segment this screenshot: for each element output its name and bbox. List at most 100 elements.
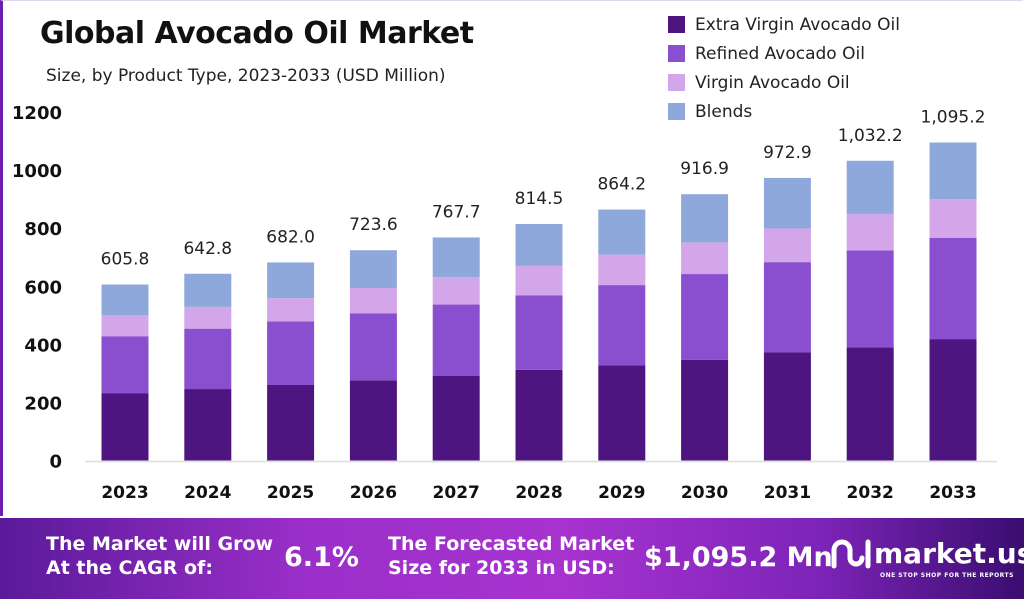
bar-total-label: 605.8 (101, 250, 150, 270)
chart-title: Global Avocado Oil Market (40, 16, 474, 51)
bar-segment-2033-2 (929, 199, 977, 238)
bar-total-label: 1,032.2 (838, 126, 903, 146)
bar-segment-2025-0 (267, 384, 315, 461)
y-tick-label: 0 (49, 452, 62, 473)
x-tick-label: 2026 (350, 483, 397, 503)
bar-segment-2025-2 (267, 298, 315, 322)
market-us-logo: market.us ONE STOP SHOP FOR THE REPORTS (830, 536, 1024, 579)
bar-segment-2028-2 (515, 265, 563, 296)
bar-total-label: 864.2 (597, 175, 646, 195)
bar-total-label: 682.0 (266, 227, 315, 247)
y-tick-label: 1200 (12, 103, 62, 124)
legend-label: Virgin Avocado Oil (695, 72, 850, 93)
bar-segment-2024-1 (184, 328, 232, 390)
bar-total-label: 814.5 (515, 189, 564, 209)
forecast-label: The Forecasted Market Size for 2033 in U… (388, 532, 634, 580)
bar-segment-2028-3 (515, 223, 563, 266)
cagr-label: The Market will Grow At the CAGR of: (46, 532, 273, 580)
bar-total-label: 1,095.2 (921, 107, 986, 127)
legend-swatch (668, 103, 685, 120)
bar-segment-2032-3 (846, 160, 894, 214)
bar-segment-2027-2 (432, 277, 480, 305)
legend-swatch (668, 16, 685, 33)
legend-swatch (668, 45, 685, 62)
bar-segment-2030-1 (681, 274, 729, 360)
legend-item-virgin: Virgin Avocado Oil (668, 68, 900, 97)
bar-segment-2031-2 (763, 228, 811, 263)
forecast-value: $1,095.2 Mn (644, 542, 833, 573)
bar-segment-2032-0 (846, 347, 894, 461)
bar-segment-2030-3 (681, 194, 729, 243)
bar-segment-2024-0 (184, 389, 232, 461)
bar-total-label: 916.9 (680, 159, 729, 179)
x-tick-label: 2024 (184, 483, 231, 503)
bar-segment-2025-1 (267, 321, 315, 385)
bar-segment-2027-3 (432, 237, 480, 278)
x-tick-label: 2033 (929, 483, 976, 503)
bar-segment-2024-2 (184, 306, 232, 329)
bar-segment-2023-0 (101, 393, 149, 461)
y-tick-label: 600 (24, 277, 62, 298)
bar-segment-2028-0 (515, 369, 563, 461)
bar-total-label: 723.6 (349, 215, 398, 235)
x-tick-label: 2023 (101, 483, 148, 503)
bar-segment-2029-2 (598, 254, 646, 286)
legend: Extra Virgin Avocado Oil Refined Avocado… (668, 10, 900, 126)
bar-segment-2023-3 (101, 284, 149, 316)
bar-segment-2027-1 (432, 304, 480, 376)
bar-segment-2031-3 (763, 177, 811, 229)
logo-mark-icon (831, 539, 871, 569)
bar-total-label: 767.7 (432, 202, 481, 222)
y-tick-label: 1000 (12, 161, 62, 182)
cagr-label-line1: The Market will Grow (46, 533, 274, 555)
bar-segment-2030-0 (681, 359, 729, 461)
forecast-label-line1: The Forecasted Market (388, 533, 635, 555)
bar-total-label: 642.8 (183, 239, 232, 259)
bar-segment-2023-1 (101, 336, 149, 394)
bar-segment-2024-3 (184, 273, 232, 307)
bar-segment-2033-3 (929, 142, 977, 200)
logo-name: market.us (874, 536, 1024, 570)
bar-segment-2026-3 (349, 250, 397, 288)
x-tick-label: 2028 (515, 483, 562, 503)
bar-segment-2026-0 (349, 380, 397, 461)
bar-segment-2027-0 (432, 375, 480, 461)
legend-item-blends: Blends (668, 97, 900, 126)
legend-item-refined: Refined Avocado Oil (668, 39, 900, 68)
logo-tagline: ONE STOP SHOP FOR THE REPORTS (880, 572, 1014, 579)
legend-label: Extra Virgin Avocado Oil (695, 14, 900, 35)
bar-segment-2028-1 (515, 295, 563, 370)
cagr-value: 6.1% (284, 542, 359, 573)
bar-segment-2026-1 (349, 313, 397, 381)
bar-segment-2023-2 (101, 315, 149, 337)
bar-segment-2029-1 (598, 285, 646, 366)
bar-segment-2029-0 (598, 365, 646, 461)
summary-banner: The Market will Grow At the CAGR of: 6.1… (0, 518, 1024, 599)
legend-swatch (668, 74, 685, 91)
x-tick-label: 2029 (598, 483, 645, 503)
x-tick-label: 2025 (267, 483, 314, 503)
forecast-label-line2: Size for 2033 in USD: (388, 557, 615, 579)
bar-segment-2032-2 (846, 213, 894, 251)
bar-segment-2033-0 (929, 339, 977, 461)
x-tick-label: 2030 (681, 483, 728, 503)
legend-label: Refined Avocado Oil (695, 43, 865, 64)
bar-segment-2030-2 (681, 242, 729, 275)
chart-subtitle: Size, by Product Type, 2023-2033 (USD Mi… (46, 66, 446, 86)
bar-segment-2031-0 (763, 352, 811, 461)
bar-segment-2031-1 (763, 262, 811, 353)
x-tick-label: 2027 (433, 483, 480, 503)
legend-label: Blends (695, 101, 753, 122)
x-tick-label: 2031 (764, 483, 811, 503)
x-tick-label: 2032 (847, 483, 894, 503)
bar-segment-2033-1 (929, 237, 977, 340)
bar-segment-2032-1 (846, 250, 894, 348)
bar-total-label: 972.9 (763, 143, 812, 163)
bar-segment-2026-2 (349, 287, 397, 314)
y-tick-label: 400 (24, 335, 62, 356)
stacked-bar-chart: 0 200 400 600 800 1000 1200 605.8 2023 642.8 2024 6… (12, 103, 997, 503)
legend-item-extra-virgin: Extra Virgin Avocado Oil (668, 10, 900, 39)
y-tick-label: 800 (24, 219, 62, 240)
bar-segment-2029-3 (598, 209, 646, 255)
y-tick-label: 200 (24, 393, 62, 414)
